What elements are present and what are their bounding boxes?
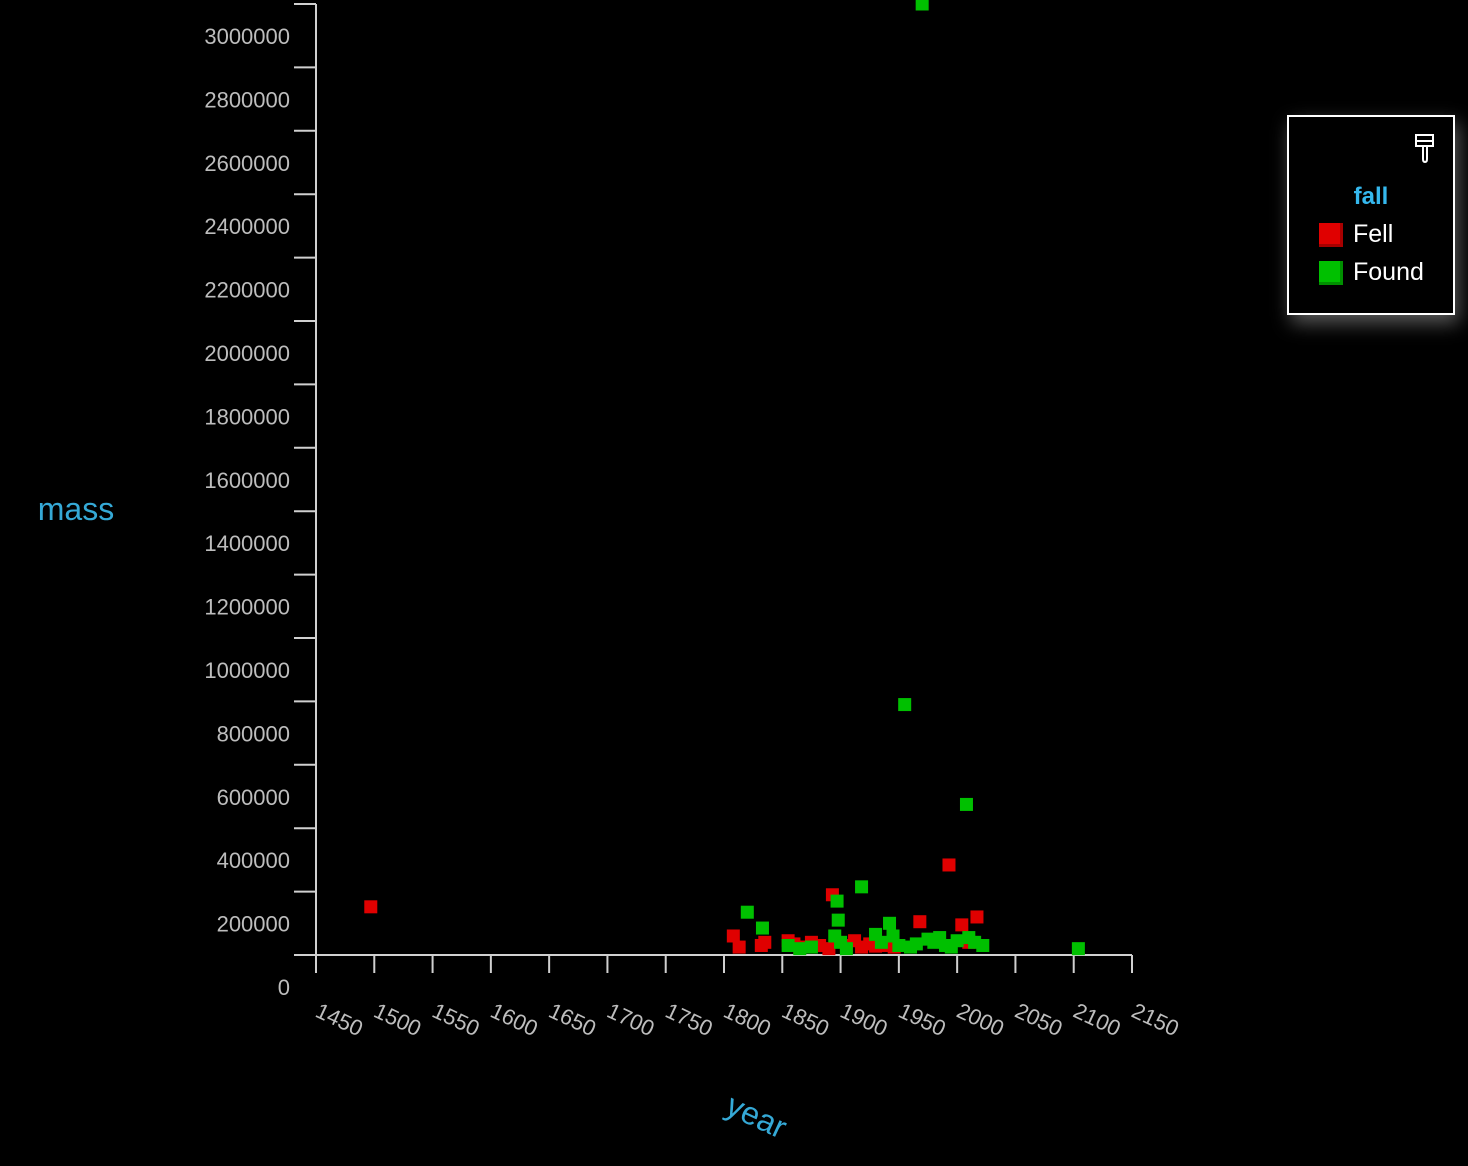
x-tick-label: 1850 (778, 998, 833, 1041)
x-tick-label: 1650 (545, 998, 600, 1041)
found-swatch (1319, 260, 1343, 285)
legend-title: fall (1353, 183, 1389, 210)
x-tick-label: 1600 (487, 998, 542, 1041)
point-fell[interactable] (732, 940, 746, 954)
point-found[interactable] (883, 916, 897, 930)
legend-label-fell: Fell (1353, 220, 1394, 248)
y-tick-label: 2600000 (204, 151, 290, 176)
y-tick-label: 2800000 (204, 87, 290, 112)
x-tick-label: 1950 (895, 998, 950, 1041)
point-found[interactable] (892, 938, 906, 952)
point-found[interactable] (898, 698, 912, 712)
point-fell[interactable] (913, 915, 927, 929)
y-tick-label: 2400000 (204, 214, 290, 239)
data-points (364, 0, 1085, 956)
point-fell[interactable] (364, 900, 378, 914)
point-found[interactable] (915, 0, 929, 11)
x-tick-label: 2050 (1011, 998, 1066, 1041)
y-tick-label: 400000 (217, 848, 290, 873)
y-tick-label: 2000000 (204, 341, 290, 366)
point-found[interactable] (839, 942, 853, 956)
point-found[interactable] (740, 905, 754, 919)
point-fell[interactable] (942, 858, 956, 872)
legend-item-found[interactable]: Found (1319, 258, 1424, 287)
y-tick-label: 200000 (217, 912, 290, 937)
x-axis-title: year (721, 1087, 793, 1146)
point-fell[interactable] (726, 929, 740, 943)
point-fell[interactable] (822, 942, 836, 956)
x-tick-label: 2150 (1128, 998, 1183, 1041)
x-tick-label: 1750 (662, 998, 717, 1041)
point-found[interactable] (804, 940, 818, 954)
x-tick-label: 2100 (1070, 998, 1125, 1041)
x-tick-label: 1800 (720, 998, 775, 1041)
point-found[interactable] (874, 935, 888, 949)
x-tick-label: 1900 (836, 998, 891, 1041)
y-tick-label: 1200000 (204, 595, 290, 620)
point-found[interactable] (781, 938, 795, 952)
y-tick-label: 1800000 (204, 404, 290, 429)
point-found[interactable] (855, 880, 869, 894)
point-fell[interactable] (970, 910, 984, 924)
point-found[interactable] (1071, 942, 1085, 956)
x-axis: 1450 1500 1550 1600 1650 1700 1750 1800 1850 1900… (312, 954, 1183, 1041)
x-tick-label: 1550 (428, 998, 483, 1041)
point-found[interactable] (830, 894, 844, 908)
y-axis-title: mass (38, 491, 114, 527)
y-tick-label: 800000 (217, 721, 290, 746)
x-tick-label: 1450 (312, 998, 367, 1041)
point-found[interactable] (755, 921, 769, 935)
point-fell[interactable] (955, 918, 969, 932)
point-found[interactable] (950, 934, 964, 948)
x-tick-label: 1500 (370, 998, 425, 1041)
y-tick-label: 3000000 (204, 24, 290, 49)
legend-item-fell[interactable]: Fell (1319, 220, 1393, 249)
series-found (740, 0, 1085, 956)
y-axis: 0 200000 400000 600000 800000 1000000 1200000 1… (204, 3, 317, 1000)
x-tick-label: 2000 (953, 998, 1008, 1041)
point-found[interactable] (976, 938, 990, 952)
point-found[interactable] (831, 913, 845, 927)
point-found[interactable] (959, 797, 973, 811)
x-tick-label: 1700 (603, 998, 658, 1041)
legend-label-found: Found (1353, 258, 1424, 286)
point-found[interactable] (793, 942, 807, 956)
y-tick-label: 1400000 (204, 531, 290, 556)
y-tick-label: 1600000 (204, 468, 290, 493)
y-tick-label: 600000 (217, 785, 290, 810)
fell-swatch (1319, 222, 1343, 247)
point-fell[interactable] (758, 935, 772, 949)
legend: fall Fell Found (1287, 115, 1455, 315)
paint-brush-icon[interactable] (1413, 133, 1437, 165)
point-found[interactable] (909, 937, 923, 951)
y-tick-label: 1000000 (204, 658, 290, 683)
y-tick-label: 0 (278, 975, 290, 1000)
y-tick-label: 2200000 (204, 278, 290, 303)
